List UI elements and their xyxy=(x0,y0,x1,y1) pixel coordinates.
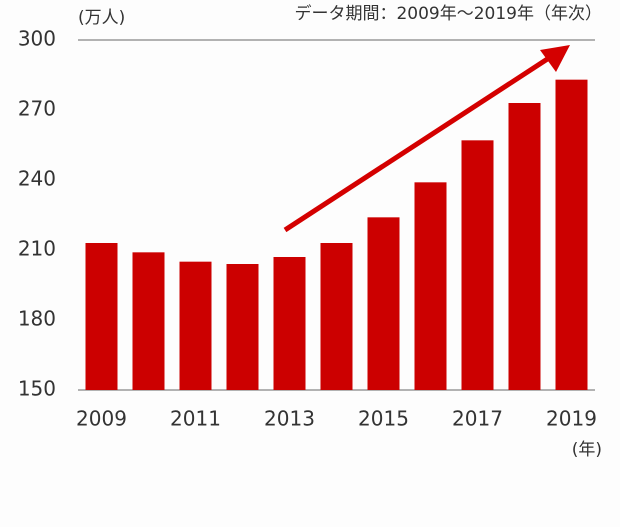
bar xyxy=(414,182,447,390)
x-tick-label: 2013 xyxy=(264,407,315,431)
bar xyxy=(85,243,118,390)
y-tick-label: 270 xyxy=(18,97,56,121)
bar xyxy=(179,261,212,390)
y-tick-label: 300 xyxy=(18,27,56,51)
y-tick-label: 240 xyxy=(18,167,56,191)
arrow-line xyxy=(283,53,554,233)
x-tick-label: 2009 xyxy=(76,407,127,431)
bar xyxy=(461,140,494,390)
plot: 150 180 210 240 270 300 2009 2011 2013 2015 2017 20… xyxy=(18,27,597,431)
y-tick-label: 210 xyxy=(18,237,56,261)
bar xyxy=(555,79,588,391)
x-tick-label: 2017 xyxy=(452,407,503,431)
bar xyxy=(508,103,541,390)
y-tick-label: 150 xyxy=(18,377,56,401)
bar xyxy=(226,264,259,390)
x-unit-label: (年) xyxy=(572,440,602,460)
arrow-head xyxy=(540,45,570,72)
subtitle: データ期間：2009年～2019年（年次） xyxy=(294,3,602,24)
x-tick-label: 2015 xyxy=(358,407,409,431)
trend-arrow xyxy=(283,45,570,233)
unit-label: (万人) xyxy=(78,8,125,28)
bar xyxy=(367,217,400,390)
bar xyxy=(132,252,165,390)
x-tick-label: 2019 xyxy=(546,407,597,431)
y-tick-label: 180 xyxy=(18,307,56,331)
bar xyxy=(320,243,353,390)
bar xyxy=(273,257,306,390)
x-tick-label: 2011 xyxy=(170,407,221,431)
